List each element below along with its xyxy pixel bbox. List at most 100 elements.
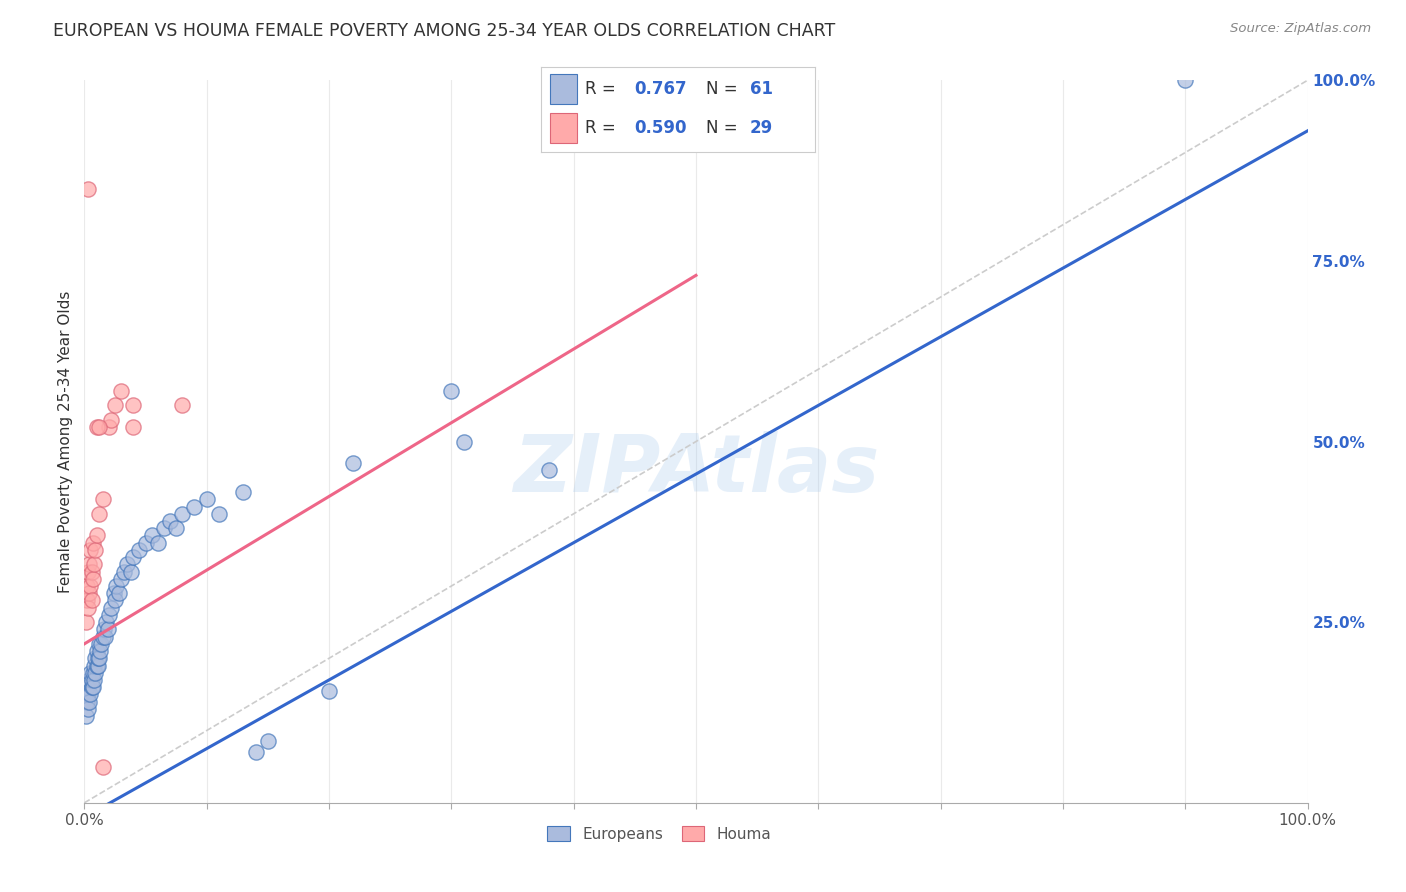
Point <box>80 673 103 687</box>
Point <box>79 687 101 701</box>
Point <box>86 420 108 434</box>
Point <box>342 456 364 470</box>
Point <box>538 463 561 477</box>
Point <box>82 665 104 680</box>
Point <box>77 558 100 572</box>
Point <box>97 420 120 434</box>
Point <box>89 644 111 658</box>
Point <box>97 607 120 622</box>
Text: R =: R = <box>585 80 621 98</box>
Point <box>87 651 110 665</box>
Point <box>87 637 110 651</box>
Point <box>76 680 98 694</box>
Point <box>104 398 127 412</box>
Text: 0.590: 0.590 <box>634 119 688 136</box>
Point <box>128 542 150 557</box>
Point <box>87 507 110 521</box>
Point <box>80 565 103 579</box>
Point <box>87 420 110 434</box>
Point <box>94 630 117 644</box>
Point <box>135 535 157 549</box>
Point <box>84 665 107 680</box>
Point <box>77 182 100 196</box>
Point <box>84 651 107 665</box>
Point <box>232 485 254 500</box>
Point <box>83 558 105 572</box>
Point <box>1174 73 1197 87</box>
Point <box>79 579 101 593</box>
FancyBboxPatch shape <box>550 74 576 104</box>
Point <box>107 586 129 600</box>
Point <box>318 683 340 698</box>
Point <box>115 558 138 572</box>
Point <box>80 680 103 694</box>
Point <box>208 507 231 521</box>
Point <box>105 579 128 593</box>
Point <box>110 384 132 398</box>
Text: Source: ZipAtlas.com: Source: ZipAtlas.com <box>1230 22 1371 36</box>
Text: N =: N = <box>706 80 742 98</box>
Point <box>112 565 135 579</box>
Text: 29: 29 <box>749 119 773 136</box>
Y-axis label: Female Poverty Among 25-34 Year Olds: Female Poverty Among 25-34 Year Olds <box>58 291 73 592</box>
Point <box>79 665 101 680</box>
Point <box>90 637 112 651</box>
Point <box>172 398 194 412</box>
Point <box>77 673 100 687</box>
Text: ZIPAtlas: ZIPAtlas <box>513 432 879 509</box>
Point <box>76 695 98 709</box>
Point <box>141 528 163 542</box>
Point <box>245 745 267 759</box>
Point <box>83 673 105 687</box>
Point <box>93 623 115 637</box>
Point <box>122 550 145 565</box>
Point <box>195 492 218 507</box>
Point <box>100 413 122 427</box>
Point <box>146 535 169 549</box>
Point <box>172 507 194 521</box>
Point <box>75 615 97 630</box>
Point <box>84 542 107 557</box>
Text: 0.767: 0.767 <box>634 80 688 98</box>
Text: 61: 61 <box>749 80 773 98</box>
Point <box>86 658 108 673</box>
Point <box>76 579 98 593</box>
Point <box>75 709 97 723</box>
Point <box>76 593 98 607</box>
Legend: Europeans, Houma: Europeans, Houma <box>540 818 779 849</box>
Point <box>159 514 181 528</box>
Point <box>79 542 101 557</box>
Point <box>103 586 125 600</box>
Point <box>91 630 114 644</box>
Point <box>104 593 127 607</box>
Point <box>82 572 104 586</box>
Point <box>257 734 280 748</box>
Point <box>453 434 475 449</box>
Point <box>77 586 100 600</box>
Point <box>82 535 104 549</box>
Point <box>110 572 132 586</box>
Point <box>86 644 108 658</box>
Point <box>77 565 100 579</box>
Point <box>87 658 110 673</box>
Point <box>77 600 100 615</box>
Point <box>77 687 100 701</box>
Point <box>440 384 463 398</box>
Point <box>153 521 176 535</box>
Text: N =: N = <box>706 119 742 136</box>
Point <box>183 500 205 514</box>
FancyBboxPatch shape <box>550 112 576 143</box>
Point <box>91 760 114 774</box>
Point <box>165 521 187 535</box>
Text: EUROPEAN VS HOUMA FEMALE POVERTY AMONG 25-34 YEAR OLDS CORRELATION CHART: EUROPEAN VS HOUMA FEMALE POVERTY AMONG 2… <box>53 22 835 40</box>
Point <box>120 565 142 579</box>
Point <box>122 398 145 412</box>
Point <box>77 702 100 716</box>
Point <box>80 593 103 607</box>
Point <box>96 615 118 630</box>
Point <box>82 680 104 694</box>
Point <box>97 623 120 637</box>
Point <box>86 528 108 542</box>
Text: R =: R = <box>585 119 621 136</box>
Point <box>100 600 122 615</box>
